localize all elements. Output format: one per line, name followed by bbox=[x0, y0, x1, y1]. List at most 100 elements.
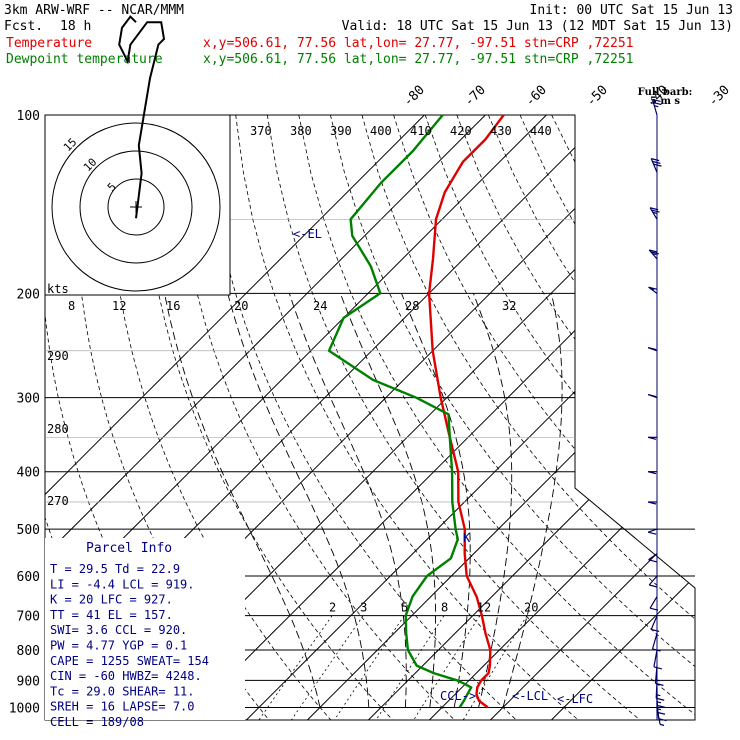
wind-barb-half-flag bbox=[654, 105, 659, 108]
wind-barb-staff bbox=[647, 528, 658, 533]
dry-adiabat bbox=[203, 115, 517, 720]
wind-barb bbox=[656, 700, 667, 722]
mixing-ratio-label: 8 bbox=[441, 601, 448, 615]
wind-barb bbox=[648, 553, 658, 563]
isotherm-line bbox=[429, 115, 695, 720]
dry-adiabat bbox=[424, 115, 695, 720]
temperature-profile bbox=[427, 114, 505, 709]
dry-adiabat bbox=[172, 115, 455, 720]
k-marker: K bbox=[463, 531, 471, 545]
isotherm-label: -80 bbox=[401, 83, 428, 110]
dry-adiabat bbox=[519, 115, 695, 720]
wind-barb bbox=[648, 249, 659, 260]
dewpoint-location: x,y=506.61, 77.56 lat,lon= 27.77, -97.51… bbox=[203, 52, 633, 67]
wind-barb-staff bbox=[651, 99, 658, 116]
wind-barb-flag bbox=[649, 207, 659, 211]
valid-time: Valid: 18 UTC Sat 15 Jun 13 (12 MDT Sat … bbox=[342, 19, 733, 34]
lfc-marker: <-LFC bbox=[557, 692, 593, 706]
isotherm-line bbox=[246, 115, 695, 720]
forecast-label: Fcst. bbox=[4, 19, 43, 34]
wind-barb-half-flag bbox=[659, 723, 665, 726]
moist-adiabat bbox=[227, 293, 370, 708]
wind-barb-flag bbox=[653, 101, 662, 106]
theta-e-label: 390 bbox=[330, 124, 352, 138]
wind-barb-flag bbox=[648, 559, 657, 563]
wind-barb bbox=[649, 207, 660, 220]
wind-barb-staff bbox=[648, 286, 658, 294]
ccl-marker: CCL-> bbox=[440, 689, 476, 703]
parcel-info-row: CAPE = 1255 SWEAT= 154 bbox=[50, 654, 209, 668]
el-marker: <-EL bbox=[293, 227, 322, 241]
mixing-ratio-label: 20 bbox=[524, 601, 538, 615]
wind-barb-half-flag bbox=[656, 708, 662, 711]
wind-barb-flag bbox=[648, 286, 657, 290]
isotherm-label: -60 bbox=[523, 83, 550, 110]
pressure-label: 800 bbox=[17, 644, 40, 659]
wind-barb-flag bbox=[652, 160, 661, 164]
wind-barb bbox=[647, 501, 657, 505]
wind-barb bbox=[647, 436, 657, 440]
temperature-location: x,y=506.61, 77.56 lat,lon= 27.77, -97.51… bbox=[203, 36, 633, 51]
parcel-info-row: TT = 41 EL = 157. bbox=[50, 608, 173, 622]
dewpoint-legend: Dewpoint temperature bbox=[6, 52, 163, 67]
wind-barb-flag bbox=[651, 628, 660, 633]
moist-adiabat bbox=[164, 293, 321, 708]
wind-barb bbox=[650, 158, 662, 173]
wind-barb-staff bbox=[650, 615, 658, 630]
parcel-info-row: CELL = 189/08 bbox=[50, 715, 144, 729]
wind-barb bbox=[654, 665, 664, 686]
wind-barb-staff bbox=[648, 249, 658, 260]
hodograph-ring bbox=[79, 150, 193, 264]
moist-adiabat bbox=[472, 293, 513, 708]
wind-barb bbox=[648, 575, 658, 588]
theta-e-label: 430 bbox=[490, 124, 512, 138]
wind-barb-flag bbox=[651, 158, 660, 162]
dry-adiabat bbox=[614, 115, 695, 720]
pressure-label: 900 bbox=[17, 674, 40, 689]
pressure-label: 200 bbox=[17, 287, 40, 302]
wind-barb-half-flag bbox=[649, 347, 655, 350]
theta-e-label: 370 bbox=[250, 124, 272, 138]
parcel-info-title: Parcel Info bbox=[86, 541, 172, 556]
hodograph-speed-label: 28 bbox=[405, 299, 419, 313]
hodograph-ring bbox=[51, 122, 221, 292]
hodograph-speed-label: 12 bbox=[112, 299, 126, 313]
dry-adiabat bbox=[710, 115, 740, 720]
parcel-info-row: SREH = 16 LAPSE= 7.0 bbox=[50, 700, 195, 714]
wind-barb-flag bbox=[655, 682, 664, 686]
theta-e-label: 410 bbox=[410, 124, 432, 138]
pressure-label: 400 bbox=[17, 466, 40, 481]
init-time: Init: 00 UTC Sat 15 Jun 13 bbox=[530, 3, 734, 18]
pressure-label: 600 bbox=[17, 570, 40, 585]
wind-barb bbox=[649, 596, 659, 611]
mixing-ratio-line bbox=[291, 615, 364, 720]
parcel-info-row: PW = 4.77 YGP = 0.1 bbox=[50, 639, 187, 653]
moist-adiabat bbox=[400, 293, 471, 708]
mixing-ratio-line bbox=[375, 615, 445, 720]
theta-e-label: 380 bbox=[290, 124, 312, 138]
hodograph-speed-label: 32 bbox=[502, 299, 516, 313]
wind-barb-half-flag bbox=[656, 701, 662, 704]
wind-barb bbox=[653, 649, 663, 670]
isotherm-label: -70 bbox=[462, 83, 489, 110]
parcel-info-row: SWI= 3.6 CCL = 920. bbox=[50, 623, 187, 637]
pressure-label: 1000 bbox=[9, 701, 40, 716]
theta-e-label: 400 bbox=[370, 124, 392, 138]
pressure-grid: 100 200 300 400 500 600 700 800 900 1000 bbox=[9, 109, 695, 716]
dry-adiabat bbox=[266, 115, 641, 720]
dry-adiabat bbox=[488, 115, 695, 720]
mixing-ratio-label: 3 bbox=[360, 601, 367, 615]
parcel-info-row: CIN = -60 HWBZ= 4248. bbox=[50, 669, 202, 683]
wind-barb-flag bbox=[650, 251, 659, 255]
full-barb-label: Full barb: bbox=[638, 87, 693, 98]
wind-barb-flag bbox=[652, 98, 661, 102]
dry-adiabat bbox=[551, 115, 695, 720]
wind-barb-flag bbox=[656, 697, 665, 701]
wind-barb-flag bbox=[656, 711, 666, 715]
wind-barb-staff bbox=[653, 649, 658, 668]
wind-barb-staff bbox=[649, 207, 658, 220]
dry-adiabat bbox=[235, 115, 579, 720]
wind-barb-flag bbox=[651, 209, 660, 213]
wind-barb-flag bbox=[653, 666, 663, 670]
parcel-info-row: T = 29.5 Td = 22.9 bbox=[50, 562, 180, 576]
